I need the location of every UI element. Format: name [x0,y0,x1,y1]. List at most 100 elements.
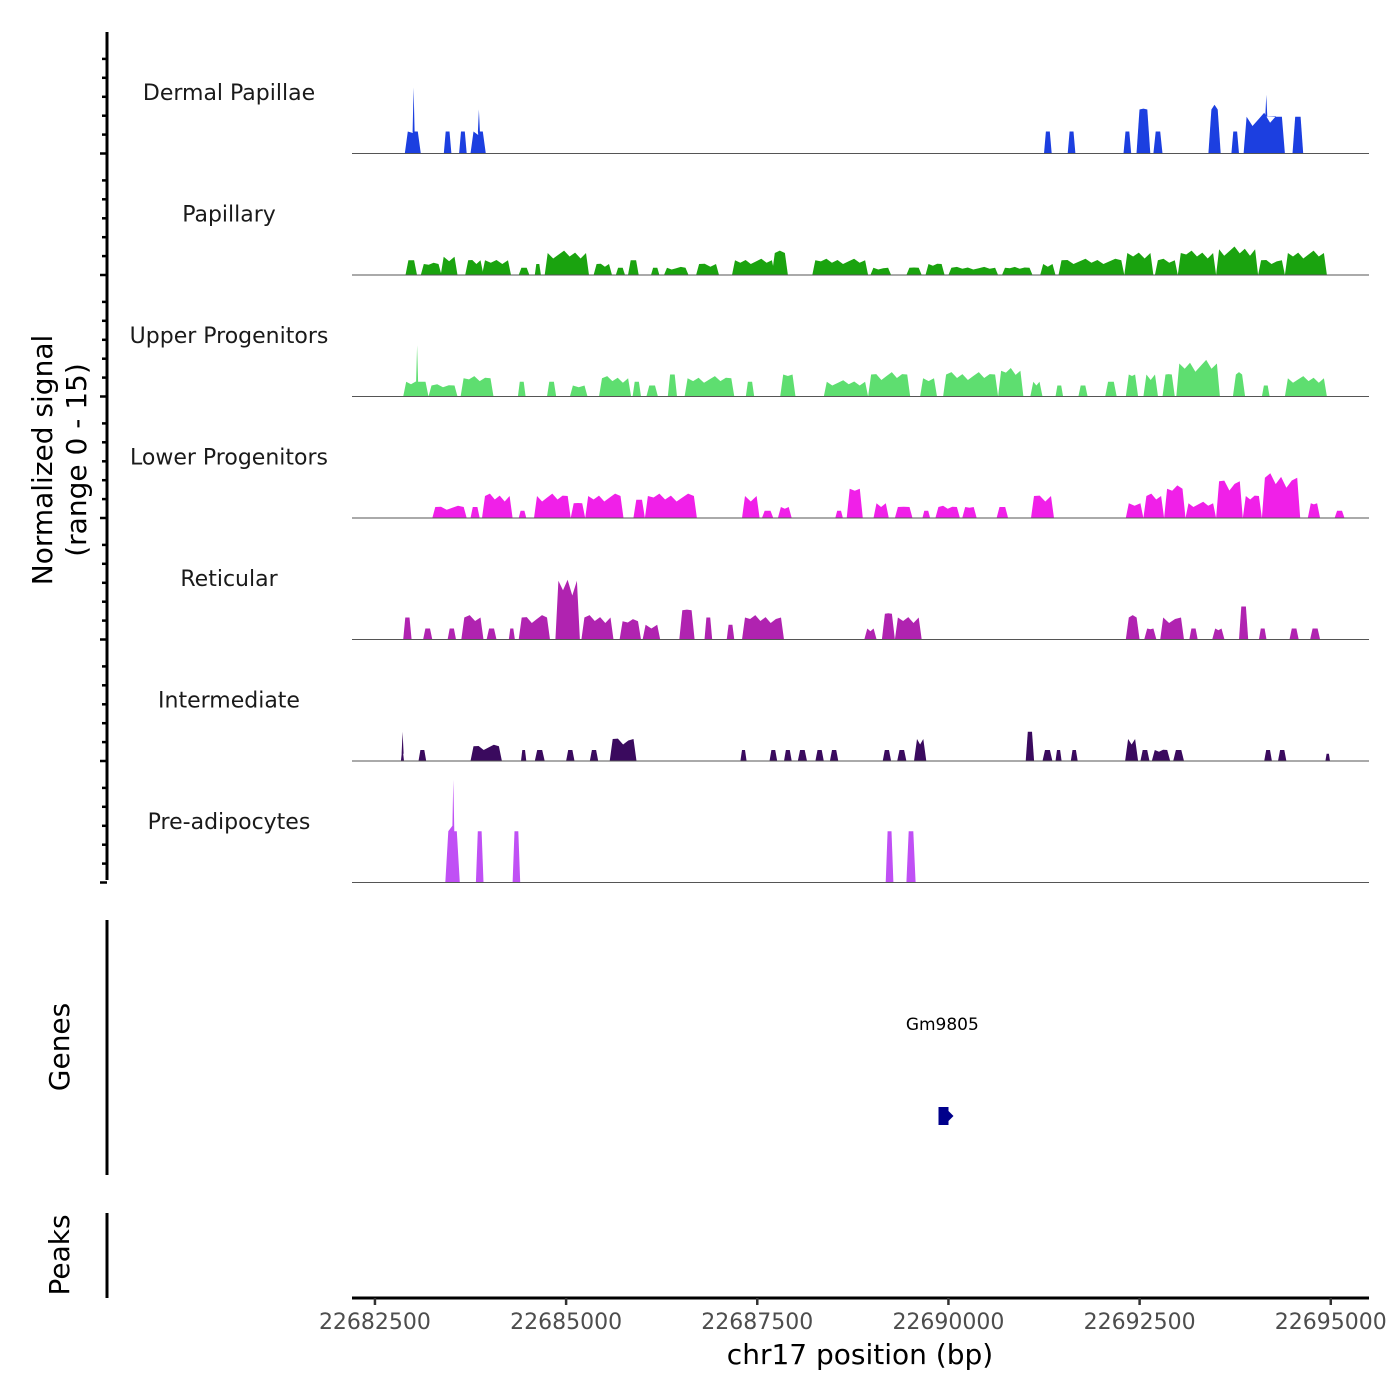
peak-reticular-11 [679,609,695,640]
y-label-line-2: (range 0 - 15) [60,363,93,557]
peak-papillary-21 [1002,266,1033,275]
coverage-y-axis [100,32,109,884]
peak-intermediate-23 [1151,749,1171,761]
track-papillary: Papillary [182,203,1369,276]
peak-papillary-27 [1216,246,1259,275]
peak-reticular-26 [1310,628,1321,640]
peak-upper-progenitors-21 [1105,381,1117,397]
coverage-tracks: Dermal Papillae Papillary Upper Progenitor… [130,81,1369,883]
peak-papillary-23 [1058,258,1125,275]
peak-lower-progenitors-2 [482,493,513,518]
peak-upper-progenitors-14 [868,372,911,397]
peak-intermediate-25 [1264,750,1272,761]
peak-reticular-12 [704,617,713,640]
peak-papillary-2 [440,256,458,275]
peak-reticular-1 [423,628,433,640]
x-tick-label-5: 22695000 [1275,1310,1387,1335]
peak-papillary-14 [732,258,775,275]
peak-lower-progenitors-12 [835,510,843,518]
peak-papillary-10 [628,260,639,275]
peak-intermediate-0 [400,731,404,761]
x-tick-label-2: 22687500 [701,1310,813,1335]
peak-upper-progenitors-17 [998,368,1024,397]
peak-upper-progenitors-25 [1176,359,1220,397]
peak-papillary-5 [518,267,530,275]
peak-lower-progenitors-3 [518,510,527,518]
peak-intermediate-21 [1125,739,1139,761]
peak-upper-progenitors-28 [1284,376,1327,397]
gene-body-gm9805 [938,1107,949,1125]
peak-dermal-papillae-8 [1153,131,1163,154]
track-label-upper-progenitors: Upper Progenitors [130,324,329,349]
track-label-pre-adipocytes: Pre-adipocytes [148,810,311,835]
peak-upper-progenitors-7 [632,381,641,397]
track-lower-progenitors: Lower Progenitors [130,446,1369,519]
track-upper-progenitors: Upper Progenitors [130,324,1369,397]
peak-intermediate-19 [1055,750,1062,761]
peak-pre-adipocytes-2 [512,831,521,883]
peak-intermediate-1 [418,750,427,761]
peak-upper-progenitors-10 [684,376,735,397]
peak-papillary-22 [1040,264,1056,275]
peak-upper-progenitors-15 [920,378,937,397]
peak-reticular-0 [403,617,412,640]
track-intermediate: Intermediate [158,689,1369,762]
peak-upper-progenitors-27 [1261,385,1270,397]
peak-papillary-20 [948,266,999,275]
peak-reticular-18 [1125,615,1140,640]
peak-intermediate-15 [897,750,907,761]
peak-upper-progenitors-16 [943,372,999,397]
peak-lower-progenitors-27 [1261,473,1301,518]
genes-label: Genes [43,1003,76,1091]
peak-reticular-9 [619,619,641,640]
peak-intermediate-26 [1278,750,1287,761]
peak-reticular-10 [642,624,661,640]
peak-lower-progenitors-26 [1242,495,1262,518]
peak-upper-progenitors-20 [1078,385,1088,397]
peak-dermal-papillae-5 [1067,131,1076,154]
peak-papillary-12 [664,266,689,275]
peak-upper-progenitors-26 [1232,372,1246,397]
peak-dermal-papillae-7 [1136,108,1151,154]
peak-intermediate-12 [815,750,824,761]
track-label-reticular: Reticular [180,567,278,592]
peak-reticular-13 [726,624,735,640]
peak-lower-progenitors-21 [1125,503,1144,518]
peak-intermediate-10 [784,750,792,761]
genes-layer: Gm9805 [906,1015,979,1125]
peak-papillary-24 [1124,252,1154,275]
peak-intermediate-20 [1070,750,1078,761]
peak-papillary-15 [771,250,788,275]
peak-lower-progenitors-16 [922,510,931,518]
peak-reticular-14 [742,615,784,640]
peak-reticular-3 [461,615,484,640]
peak-upper-progenitors-6 [599,376,632,397]
track-label-papillary: Papillary [182,203,276,228]
peak-dermal-papillae-6 [1123,131,1132,154]
peak-intermediate-18 [1042,750,1053,761]
peak-lower-progenitors-20 [1031,495,1054,518]
peak-papillary-19 [925,263,945,275]
peak-lower-progenitors-5 [570,503,586,518]
peak-upper-progenitors-8 [646,385,658,397]
peak-intermediate-7 [609,738,637,761]
x-tick-label-1: 22685000 [510,1310,622,1335]
track-label-lower-progenitors: Lower Progenitors [130,446,328,471]
peak-papillary-29 [1284,250,1327,275]
peak-papillary-1 [420,262,442,275]
peak-papillary-8 [593,263,612,275]
peak-upper-progenitors-13 [823,380,869,397]
peak-intermediate-3 [521,750,527,761]
track-label-dermal-papillae: Dermal Papillae [143,81,315,106]
coverage-y-label: Normalized signal (range 0 - 15) [26,335,93,586]
peak-papillary-7 [544,250,589,275]
peak-intermediate-17 [1025,731,1035,761]
peak-upper-progenitors-2 [460,376,494,397]
peak-papillary-17 [870,267,892,275]
peak-pre-adipocytes-3 [885,831,894,883]
peak-pre-adipocytes-4 [906,831,916,883]
peak-upper-progenitors-24 [1162,374,1175,397]
peak-papillary-25 [1154,258,1178,275]
peak-intermediate-24 [1173,750,1184,761]
peak-lower-progenitors-10 [761,510,774,518]
